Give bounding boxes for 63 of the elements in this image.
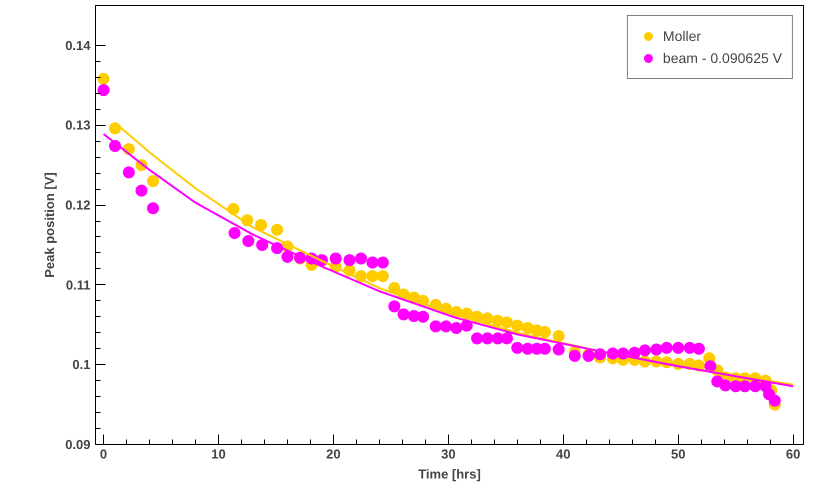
point: [366, 270, 378, 282]
point: [122, 166, 135, 178]
y-tick-label: 0.13: [65, 118, 91, 133]
y-tick-label: 0.14: [65, 38, 92, 53]
point: [271, 224, 284, 236]
point: [511, 342, 524, 354]
point: [538, 326, 551, 338]
point: [344, 254, 356, 266]
point: [552, 330, 565, 342]
point: [398, 308, 410, 320]
point: [330, 252, 342, 265]
point: [135, 184, 148, 197]
point: [500, 316, 513, 328]
point: [719, 379, 732, 392]
point: [672, 342, 684, 354]
point: [440, 320, 452, 332]
point: [650, 344, 662, 356]
point: [366, 256, 378, 269]
x-tick-label: 60: [786, 446, 800, 462]
x-tick-label: 0: [100, 446, 108, 462]
point: [255, 219, 268, 231]
point: [568, 350, 581, 362]
point: [355, 252, 367, 265]
point: [98, 72, 110, 85]
legend-label: beam - 0.090625 V: [662, 50, 782, 66]
point: [692, 342, 705, 355]
legend-label: Moller: [662, 28, 702, 44]
point: [511, 320, 524, 332]
point: [98, 84, 110, 96]
point: [768, 394, 781, 407]
point: [660, 342, 673, 354]
point: [552, 344, 565, 356]
point: [146, 202, 159, 214]
y-axis-title: Peak position [V]: [42, 172, 58, 278]
point: [146, 175, 159, 188]
point: [281, 250, 294, 263]
point: [749, 380, 762, 392]
x-axis-title: Time [hrs]: [418, 466, 481, 482]
y-tick-label: 0.09: [65, 437, 91, 452]
x-tick-label: 10: [211, 446, 226, 462]
point: [376, 256, 389, 269]
x-tick-label: 20: [326, 446, 341, 462]
y-tick-label: 0.11: [66, 277, 91, 292]
point: [522, 322, 534, 334]
point: [450, 322, 462, 334]
point: [376, 270, 389, 282]
point: [481, 332, 494, 344]
point: [228, 226, 241, 239]
x-tick-label: 50: [670, 446, 686, 462]
point: [500, 332, 513, 344]
y-tick-label: 0.12: [65, 198, 91, 213]
x-tick-label: 30: [441, 446, 456, 462]
point: [430, 320, 442, 332]
point: [256, 238, 268, 251]
point: [638, 344, 651, 356]
point: [388, 300, 400, 312]
x-tick-label: 40: [556, 446, 571, 462]
point: [417, 310, 430, 323]
point: [704, 360, 716, 372]
point: [471, 332, 484, 344]
point: [242, 234, 254, 247]
y-tick-label: 0.1: [72, 357, 91, 372]
point: [738, 380, 751, 392]
